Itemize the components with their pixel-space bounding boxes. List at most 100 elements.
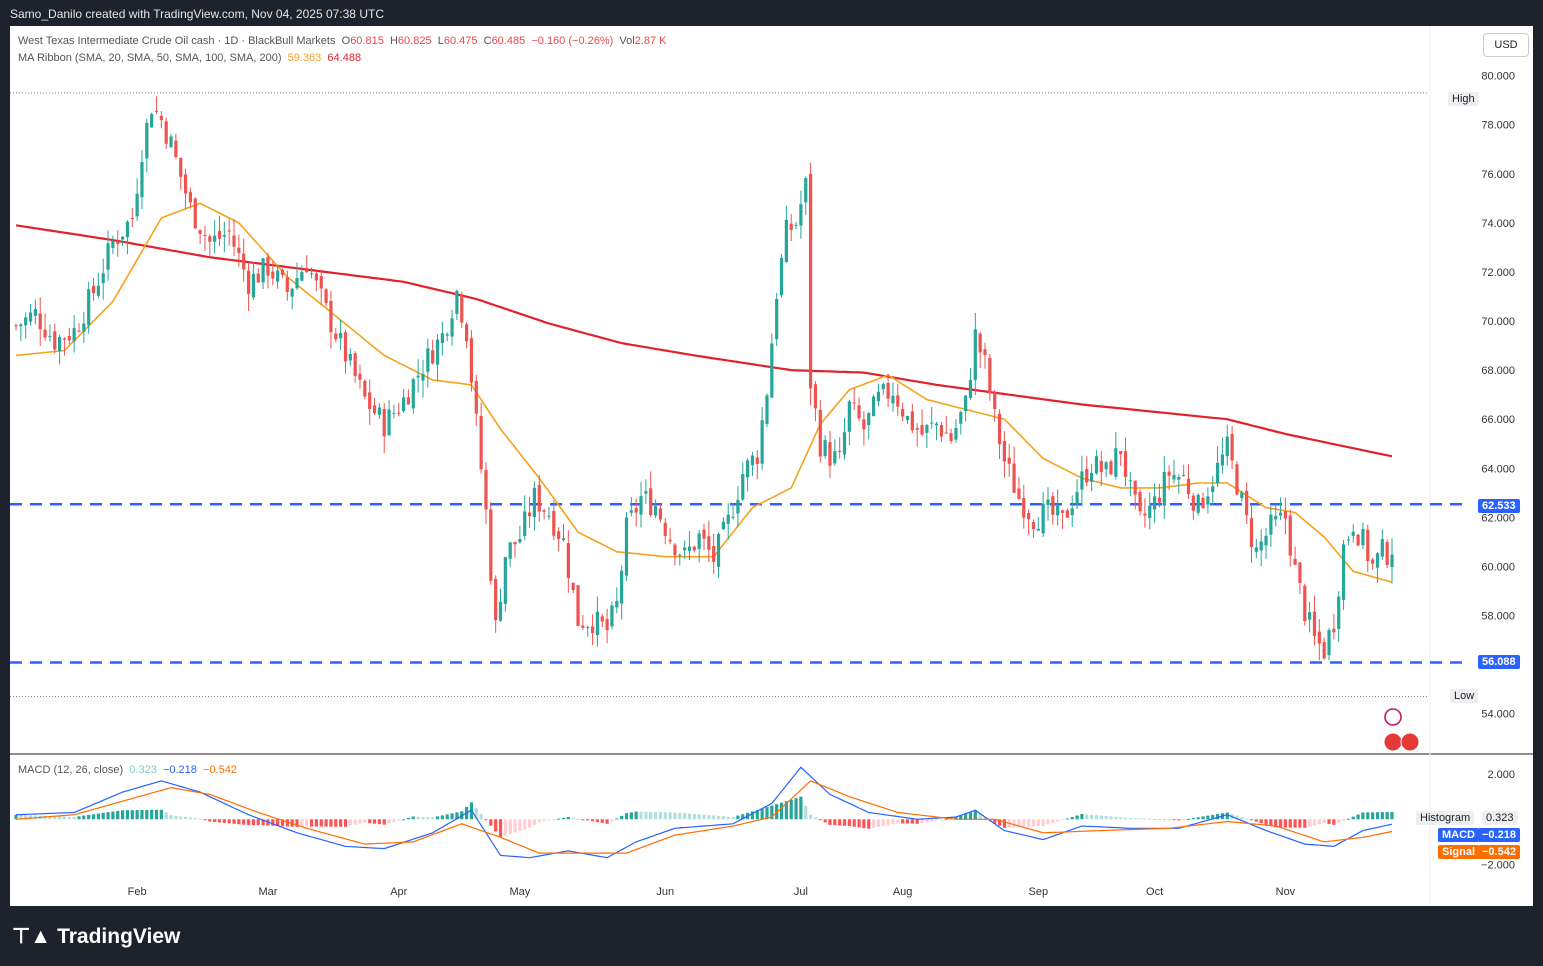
candle-body bbox=[1167, 471, 1171, 476]
candle-body bbox=[1298, 562, 1302, 584]
candle-body bbox=[799, 204, 803, 226]
candle-body bbox=[746, 460, 750, 478]
macd-hist-bar bbox=[678, 812, 682, 820]
macd-hist-bar bbox=[246, 819, 251, 826]
macd-hist-bar bbox=[411, 816, 415, 820]
open-value: 60.815 bbox=[350, 35, 384, 47]
candle-body bbox=[1312, 611, 1317, 636]
candle-body bbox=[421, 374, 425, 381]
price-tick-label: 54.000 bbox=[1481, 709, 1515, 721]
candle-body bbox=[1337, 596, 1341, 629]
macd-hist-bar bbox=[489, 819, 493, 826]
candle-body bbox=[261, 258, 265, 283]
macd-hist-bar bbox=[295, 819, 299, 827]
macd-hist-bar bbox=[1390, 811, 1394, 820]
macd-hist-bar bbox=[1298, 819, 1302, 828]
candle-body bbox=[319, 276, 323, 289]
candle-body bbox=[566, 543, 570, 579]
candle-body bbox=[397, 412, 401, 414]
macd-hist-bar bbox=[1056, 819, 1060, 822]
candle-body bbox=[1240, 492, 1244, 499]
candle-body bbox=[1104, 462, 1108, 470]
macd-hist-bar bbox=[881, 819, 885, 827]
currency-button[interactable]: USD bbox=[1483, 33, 1529, 57]
candle-body bbox=[842, 432, 847, 455]
candle-body bbox=[1027, 513, 1031, 520]
macd-hist-bar bbox=[649, 811, 653, 820]
candle-body bbox=[687, 546, 692, 551]
chart-svg[interactable]: 80.000 78.000 76.000 74.000 72.000 70.000 68.0… bbox=[10, 26, 1533, 906]
candle-body bbox=[838, 451, 842, 453]
macd-hist-bar bbox=[760, 808, 764, 820]
macd-hist-bar bbox=[876, 819, 881, 827]
macd-hist-bar bbox=[901, 819, 905, 824]
macd-hist-bar bbox=[91, 814, 96, 820]
price-tick-label: 68.000 bbox=[1481, 365, 1515, 377]
candle-body bbox=[280, 269, 285, 275]
macd-signal-value: −0.542 bbox=[203, 764, 237, 776]
candle-body bbox=[707, 536, 711, 550]
candle-body bbox=[382, 408, 386, 437]
candle-body bbox=[862, 419, 866, 430]
macd-hist-bar bbox=[1278, 819, 1283, 828]
candle-body bbox=[489, 509, 493, 581]
candle-body bbox=[53, 331, 57, 350]
ma-ribbon-label[interactable]: MA Ribbon (SMA, 20, SMA, 50, SMA, 100, S… bbox=[18, 52, 282, 64]
candle-body bbox=[334, 333, 338, 340]
candle-body bbox=[1075, 491, 1079, 505]
candle-body bbox=[1070, 508, 1074, 516]
candle-body bbox=[1114, 448, 1118, 477]
candle-body bbox=[1172, 474, 1176, 480]
candle-body bbox=[435, 339, 440, 365]
macd-hist-bar bbox=[770, 805, 774, 820]
tradingview-logo[interactable]: ⊤▲ TradingView bbox=[12, 924, 180, 949]
macd-hist-bar bbox=[828, 819, 832, 825]
candle-body bbox=[770, 343, 774, 398]
macd-tag: MACD bbox=[1438, 828, 1479, 842]
macd-hist-bar bbox=[1283, 819, 1288, 828]
macd-label[interactable]: MACD (12, 26, close) bbox=[18, 764, 124, 776]
macd-hist-bar bbox=[1337, 819, 1341, 823]
candle-body bbox=[276, 270, 280, 282]
macd-hist-bar bbox=[944, 818, 948, 820]
macd-hist-bar bbox=[692, 813, 696, 820]
macd-hist-bar bbox=[576, 818, 580, 820]
candle-body bbox=[1385, 542, 1389, 565]
candle-body bbox=[125, 221, 130, 238]
candle-body bbox=[1206, 496, 1210, 505]
candle-body bbox=[193, 198, 197, 229]
macd-hist-bar bbox=[997, 819, 1002, 826]
candle-body bbox=[1201, 497, 1205, 509]
lower-level-tag: 56.088 bbox=[1478, 655, 1520, 669]
time-axis-label: Jun bbox=[656, 886, 674, 898]
candle-body bbox=[1007, 457, 1011, 464]
macd-hist-bar bbox=[193, 818, 197, 820]
signal-line bbox=[15, 780, 1393, 854]
candle-body bbox=[629, 510, 633, 513]
macd-hist-bar bbox=[227, 819, 231, 824]
candle-body bbox=[697, 533, 701, 549]
macd-hist-bar bbox=[1308, 819, 1312, 827]
macd-hist-bar bbox=[557, 818, 561, 820]
macd-hist-bar bbox=[440, 815, 444, 820]
macd-hist-bar bbox=[271, 819, 275, 826]
candle-body bbox=[24, 317, 28, 326]
candle-body bbox=[532, 487, 537, 518]
candle-body bbox=[213, 235, 217, 242]
macd-hist-bar bbox=[1366, 812, 1370, 820]
time-axis-label: Apr bbox=[390, 886, 407, 898]
candle-body bbox=[605, 618, 609, 631]
candle-body bbox=[1148, 505, 1152, 519]
macd-hist-bar bbox=[1080, 813, 1084, 820]
macd-hist-bar bbox=[101, 812, 105, 820]
macd-hist-bar bbox=[930, 819, 934, 822]
candle-body bbox=[896, 395, 900, 407]
candle-body bbox=[808, 173, 813, 389]
candle-body bbox=[222, 235, 226, 237]
candle-body bbox=[639, 496, 643, 515]
macd-hist-bar bbox=[581, 819, 585, 821]
symbol-name[interactable]: West Texas Intermediate Crude Oil cash ·… bbox=[18, 35, 336, 47]
candle-body bbox=[33, 309, 37, 316]
macd-hist-bar bbox=[1288, 819, 1292, 828]
candle-body bbox=[750, 455, 755, 466]
